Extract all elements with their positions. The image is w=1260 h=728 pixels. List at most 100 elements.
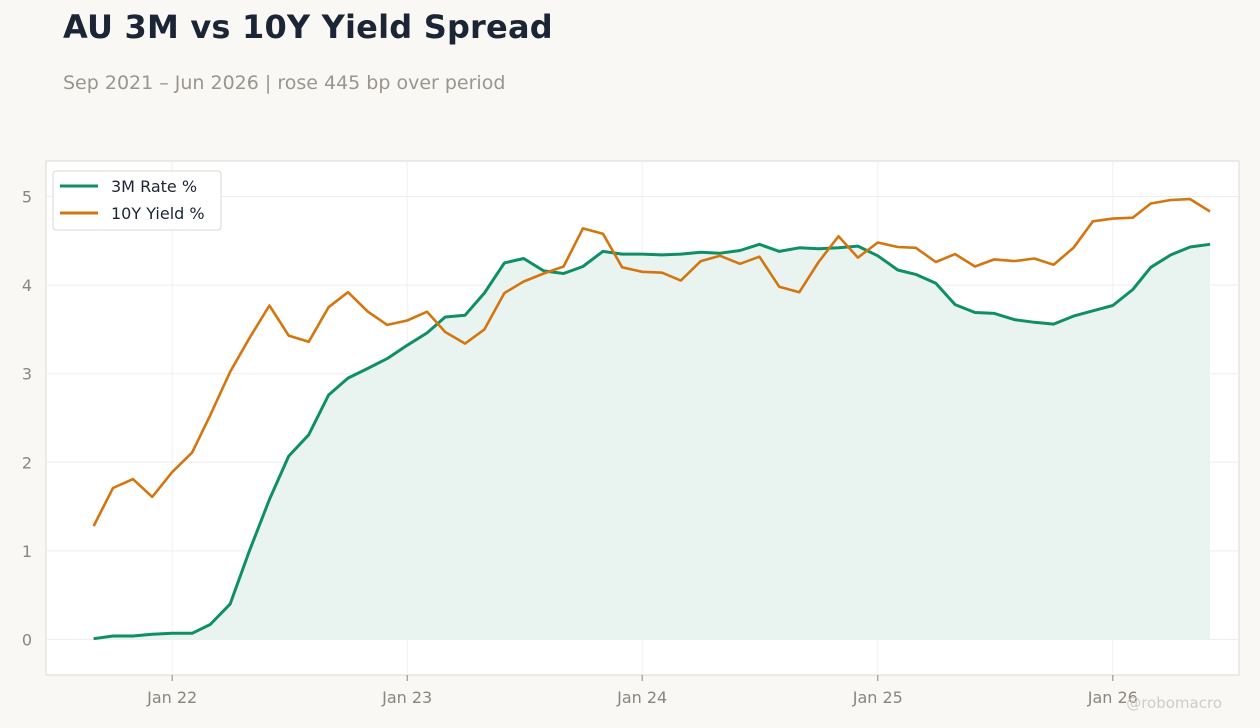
series-3m-area xyxy=(93,244,1211,640)
point-10y xyxy=(602,232,604,234)
point-3m xyxy=(739,249,741,251)
point-3m xyxy=(700,251,702,253)
point-3m xyxy=(1209,243,1211,245)
y-tick-label: 1 xyxy=(22,542,32,561)
point-10y xyxy=(915,247,917,249)
point-10y xyxy=(857,256,859,258)
point-10y xyxy=(993,258,995,260)
point-10y xyxy=(582,227,584,229)
point-3m xyxy=(1150,266,1152,268)
point-10y xyxy=(92,525,94,527)
point-3m xyxy=(132,635,134,637)
point-3m xyxy=(582,265,584,267)
point-10y xyxy=(739,263,741,265)
point-10y xyxy=(112,487,114,489)
point-10y xyxy=(171,471,173,473)
y-tick-label: 3 xyxy=(22,365,32,384)
point-10y xyxy=(562,265,564,267)
point-3m xyxy=(837,247,839,249)
point-3m xyxy=(347,377,349,379)
legend-label-10y: 10Y Yield % xyxy=(111,204,205,223)
point-3m xyxy=(248,550,250,552)
point-3m xyxy=(877,255,879,257)
point-10y xyxy=(248,337,250,339)
point-3m xyxy=(719,252,721,254)
point-10y xyxy=(680,279,682,281)
point-3m xyxy=(367,367,369,369)
point-3m xyxy=(915,273,917,275)
point-3m xyxy=(327,394,329,396)
y-tick-label: 2 xyxy=(22,453,32,472)
point-3m xyxy=(112,635,114,637)
point-3m xyxy=(562,272,564,274)
point-10y xyxy=(483,328,485,330)
series-3m-line xyxy=(93,242,1211,641)
point-10y xyxy=(1033,257,1035,259)
point-10y xyxy=(209,414,211,416)
point-10y xyxy=(151,496,153,498)
point-10y xyxy=(641,271,643,273)
point-10y xyxy=(406,319,408,321)
y-axis: 0 1 2 3 4 5 xyxy=(22,187,32,649)
point-3m xyxy=(191,632,193,634)
point-3m xyxy=(171,632,173,634)
point-10y xyxy=(542,272,544,274)
point-3m xyxy=(151,633,153,635)
point-10y xyxy=(1092,220,1094,222)
point-10y xyxy=(954,253,956,255)
point-10y xyxy=(837,235,839,237)
point-10y xyxy=(935,261,937,263)
point-3m xyxy=(1132,288,1134,290)
x-tick-label: Jan 23 xyxy=(381,688,432,707)
point-3m xyxy=(602,250,604,252)
point-10y xyxy=(798,291,800,293)
x-tick-label: Jan 26 xyxy=(1087,688,1138,707)
point-10y xyxy=(523,280,525,282)
point-10y xyxy=(444,331,446,333)
point-10y xyxy=(1052,263,1054,265)
point-10y xyxy=(347,291,349,293)
point-3m xyxy=(523,257,525,259)
point-10y xyxy=(307,341,309,343)
point-10y xyxy=(426,310,428,312)
point-3m xyxy=(641,253,643,255)
point-10y xyxy=(897,246,899,248)
point-10y xyxy=(229,371,231,373)
y-tick-label: 5 xyxy=(22,187,32,206)
point-3m xyxy=(288,455,290,457)
point-10y xyxy=(367,310,369,312)
point-3m xyxy=(857,245,859,247)
point-3m xyxy=(974,311,976,313)
point-3m xyxy=(758,243,760,245)
point-10y xyxy=(132,478,134,480)
y-tick-label: 0 xyxy=(22,631,32,650)
point-3m xyxy=(897,269,899,271)
point-10y xyxy=(877,241,879,243)
point-3m xyxy=(778,250,780,252)
point-10y xyxy=(1132,217,1134,219)
point-10y xyxy=(778,286,780,288)
point-3m xyxy=(426,332,428,334)
legend: 3M Rate % 10Y Yield % xyxy=(52,170,222,231)
point-10y xyxy=(503,292,505,294)
point-10y xyxy=(817,261,819,263)
point-10y xyxy=(1209,210,1211,212)
point-3m xyxy=(444,316,446,318)
point-3m xyxy=(92,637,94,639)
point-3m xyxy=(268,498,270,500)
point-3m xyxy=(1170,254,1172,256)
point-10y xyxy=(1189,198,1191,200)
point-3m xyxy=(229,603,231,605)
point-3m xyxy=(993,312,995,314)
point-3m xyxy=(798,247,800,249)
point-10y xyxy=(621,266,623,268)
point-3m xyxy=(307,434,309,436)
point-3m xyxy=(1072,315,1074,317)
point-3m xyxy=(503,262,505,264)
point-10y xyxy=(1150,202,1152,204)
point-10y xyxy=(974,265,976,267)
point-10y xyxy=(758,256,760,258)
point-3m xyxy=(935,282,937,284)
point-3m xyxy=(817,248,819,250)
point-10y xyxy=(1013,260,1015,262)
